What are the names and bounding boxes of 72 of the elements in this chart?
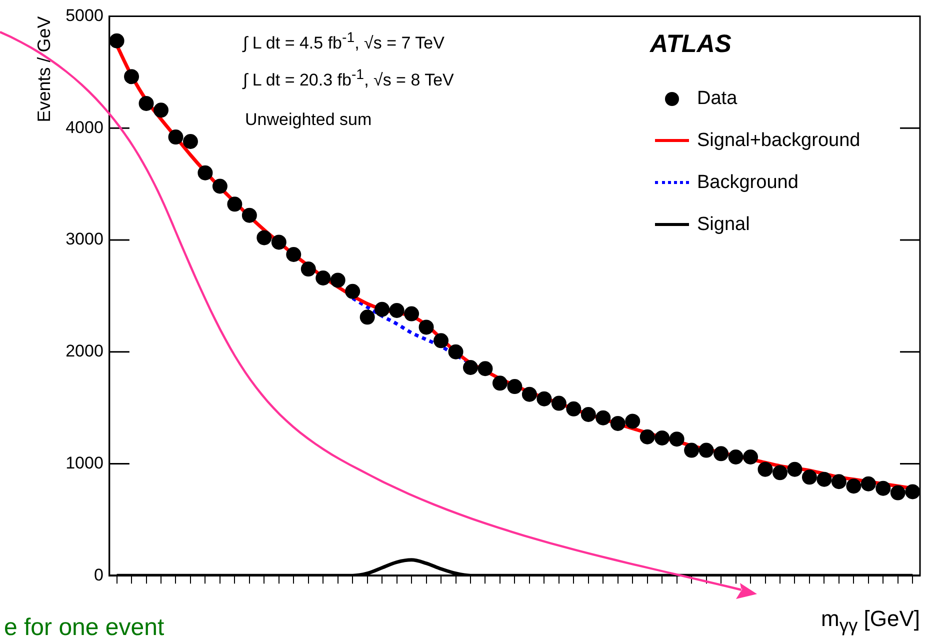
point: [846, 478, 862, 494]
point: [625, 414, 640, 429]
point: [522, 386, 537, 402]
point: [330, 272, 346, 288]
point: [374, 302, 390, 317]
point: [492, 376, 508, 391]
point: [462, 360, 478, 376]
point: [860, 476, 876, 492]
y-axis-title: Events / GeV: [34, 16, 54, 122]
point: [640, 429, 655, 444]
point: [743, 450, 758, 465]
y-tick-label: 0: [94, 565, 104, 584]
point: [434, 333, 449, 348]
point: [124, 69, 140, 84]
text: ATLAS: [650, 30, 732, 59]
point: [212, 178, 228, 194]
point: [271, 234, 286, 250]
point: [418, 320, 434, 335]
y-tick-label: 4000: [66, 118, 104, 137]
point: [242, 208, 257, 223]
legend-label: Data: [697, 88, 738, 110]
point: [507, 379, 522, 394]
point: [610, 416, 626, 431]
point: [404, 306, 420, 322]
point: [816, 472, 832, 487]
point: [728, 450, 744, 465]
point: [536, 391, 552, 406]
y-tick-label: 2000: [66, 342, 104, 361]
annotation: ∫ L dt = 20.3 fb$^{-1}$, √s = 8 TeV: [243, 67, 454, 91]
point: [772, 465, 788, 480]
point: [566, 401, 582, 416]
point: [227, 196, 242, 212]
point: [360, 310, 375, 325]
y-tick-label: 5000: [66, 6, 104, 25]
point: [758, 462, 773, 477]
point: [478, 361, 493, 376]
text: e for one event: [4, 614, 164, 642]
point: [551, 396, 566, 411]
point: [831, 474, 846, 490]
point: [154, 102, 168, 118]
point: [286, 247, 302, 262]
point: [596, 410, 611, 426]
point: [876, 480, 891, 496]
point: [905, 484, 920, 500]
point: [684, 442, 700, 458]
point: [448, 344, 464, 360]
point: [802, 470, 817, 485]
point: [389, 302, 404, 318]
legend-label: Signal: [697, 214, 750, 236]
point: [138, 96, 154, 111]
point: [890, 485, 906, 500]
legend-label: Signal+background: [697, 130, 860, 152]
point: [316, 270, 331, 286]
y-tick-label: 1000: [66, 453, 104, 472]
point: [168, 130, 184, 145]
point: [714, 446, 729, 462]
point: [669, 432, 684, 447]
point: [198, 165, 213, 180]
point: [580, 406, 596, 422]
point: [300, 262, 316, 277]
point: [787, 462, 802, 477]
x-axis-title: m$_{γγ}$ [GeV]: [820, 606, 920, 636]
annotation: Unweighted sum: [245, 110, 372, 130]
point: [654, 430, 670, 446]
point: [256, 230, 272, 246]
legend-label: Background: [697, 172, 798, 194]
y-tick-label: 3000: [66, 230, 104, 249]
point: [182, 134, 198, 150]
point: [698, 442, 714, 458]
point: [109, 33, 124, 48]
annotation: ∫ L dt = 4.5 fb$^{-1}$, √s = 7 TeV: [243, 30, 444, 54]
point: [345, 284, 360, 299]
